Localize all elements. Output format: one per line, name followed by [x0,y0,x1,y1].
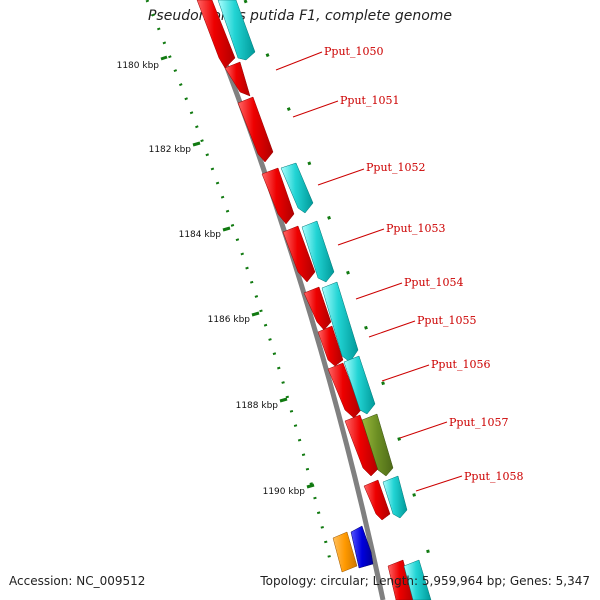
scale-label: 1184 kbp [179,230,222,240]
label-leader [337,228,385,246]
scale-label: 1188 kbp [236,401,279,411]
gene-label-lines [275,51,463,492]
label-leader [381,364,430,382]
gene-arrow-reverse[interactable] [261,167,295,225]
gene-arrow-forward[interactable] [343,355,376,415]
gene-label-pput-1058[interactable]: Pput_1058 [464,470,523,483]
scale-tick [306,483,315,489]
genome-summary-text: Topology: circular; Length: 5,959,964 bp… [260,574,590,588]
gene-arrow-forward[interactable] [217,0,256,61]
gene-arrow-other[interactable] [361,413,394,477]
scale-label: 1182 kbp [149,145,192,155]
reverse-strand-genes [196,0,415,600]
scale-label: 1186 kbp [208,315,251,325]
gene-arrow-orange[interactable] [332,531,358,573]
label-leader [368,320,416,338]
label-leader [317,168,365,186]
outer-track [243,0,432,561]
label-leader [399,421,448,439]
label-leader [355,282,403,300]
gene-arrow-forward[interactable] [280,162,314,214]
forward-strand-genes [217,0,432,600]
gene-arrow-reverse[interactable] [282,225,316,283]
gene-arrow-reverse[interactable] [344,414,380,477]
gene-arrow-reverse[interactable] [303,286,332,331]
label-leader [415,475,463,492]
gene-label-pput-1055[interactable]: Pput_1055 [417,314,476,327]
scale-label: 1190 kbp [263,487,306,497]
label-leader [275,51,323,71]
gene-label-pput-1050[interactable]: Pput_1050 [324,45,383,58]
gene-arrow-reverse[interactable] [196,0,236,69]
gene-label-pput-1054[interactable]: Pput_1054 [404,276,463,289]
gene-labels: Pput_1050 Pput_1051 Pput_1052 Pput_1053 … [324,45,523,483]
gene-label-pput-1052[interactable]: Pput_1052 [366,161,425,174]
gene-arrow-forward[interactable] [403,559,432,600]
scale-tick [192,141,201,147]
label-leader [292,100,339,118]
gene-arrow-reverse[interactable] [237,96,274,163]
gene-arrow-forward[interactable] [321,281,359,363]
gene-label-pput-1056[interactable]: Pput_1056 [431,358,490,371]
scale-ticks [160,55,315,489]
gene-arrow-reverse[interactable] [363,479,391,521]
gene-label-pput-1057[interactable]: Pput_1057 [449,416,508,429]
gene-arrow-reverse[interactable] [327,362,362,419]
gene-arrow-forward[interactable] [301,220,335,283]
genome-backbone [198,0,386,600]
gene-arrow-blue[interactable] [350,525,374,569]
gene-arrow-reverse[interactable] [387,559,415,600]
gene-label-pput-1053[interactable]: Pput_1053 [386,222,445,235]
gene-arrow-reverse[interactable] [224,61,251,97]
gene-arrow-forward[interactable] [382,475,408,519]
accession-text: Accession: NC_009512 [9,574,146,588]
scale-tick [279,397,288,403]
scale-tick [251,311,260,317]
scale-tick [160,55,168,61]
gene-label-pput-1051[interactable]: Pput_1051 [340,94,399,107]
scale-label: 1180 kbp [117,61,160,71]
scale-tick [222,226,231,232]
gene-arrow-reverse[interactable] [317,325,344,367]
scale-labels: 1180 kbp 1182 kbp 1184 kbp 1186 kbp 1188… [117,61,306,497]
